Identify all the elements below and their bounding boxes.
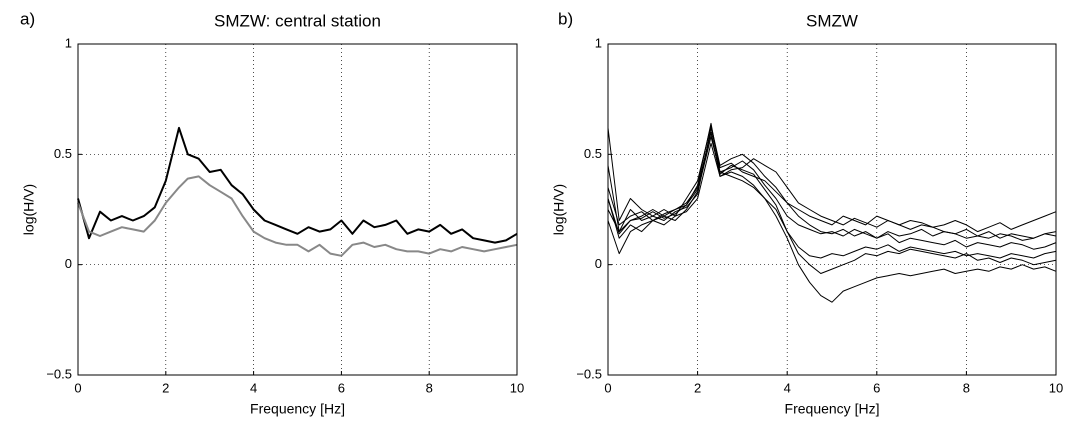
- x-tick-label: 0: [74, 380, 81, 395]
- line-series: [607, 125, 1057, 233]
- plot-frame: [607, 43, 1057, 376]
- x-tick-label: 6: [873, 380, 880, 395]
- x-tick-label: 0: [604, 380, 611, 395]
- x-tick-label: 4: [784, 380, 791, 395]
- line-series: [607, 142, 1057, 255]
- panel-label: a): [20, 9, 35, 28]
- y-axis-label: log(H/V): [551, 184, 567, 235]
- y-tick-label: 0.5: [54, 146, 72, 161]
- panel-label: b): [558, 9, 573, 28]
- line-series: [607, 122, 1057, 239]
- y-tick-label: 1: [65, 35, 72, 50]
- y-tick-label: 0: [65, 256, 72, 271]
- y-tick-label: 1: [595, 35, 602, 50]
- x-tick-label: 8: [963, 380, 970, 395]
- y-tick-label: 0.5: [584, 146, 602, 161]
- x-axis-label: Frequency [Hz]: [785, 401, 880, 417]
- y-tick-label: 0: [595, 256, 602, 271]
- y-tick-label: −0.5: [576, 366, 602, 381]
- line-series: [607, 127, 1057, 250]
- x-tick-label: 4: [250, 380, 257, 395]
- line-series: [607, 131, 1057, 259]
- plot-frame: [77, 43, 518, 376]
- y-tick-label: −0.5: [46, 366, 72, 381]
- line-series: [77, 175, 518, 257]
- x-tick-label: 2: [162, 380, 169, 395]
- x-axis-label: Frequency [Hz]: [250, 401, 345, 417]
- x-tick-label: 6: [338, 380, 345, 395]
- x-tick-label: 10: [1049, 380, 1063, 395]
- x-tick-label: 8: [426, 380, 433, 395]
- y-axis-label: log(H/V): [21, 184, 37, 235]
- line-series: [77, 126, 518, 244]
- chart-title: SMZW: central station: [214, 11, 381, 30]
- line-series: [607, 136, 1057, 274]
- x-tick-label: 2: [694, 380, 701, 395]
- x-tick-label: 10: [510, 380, 524, 395]
- line-series: [607, 131, 1057, 303]
- chart-title: SMZW: [806, 11, 858, 30]
